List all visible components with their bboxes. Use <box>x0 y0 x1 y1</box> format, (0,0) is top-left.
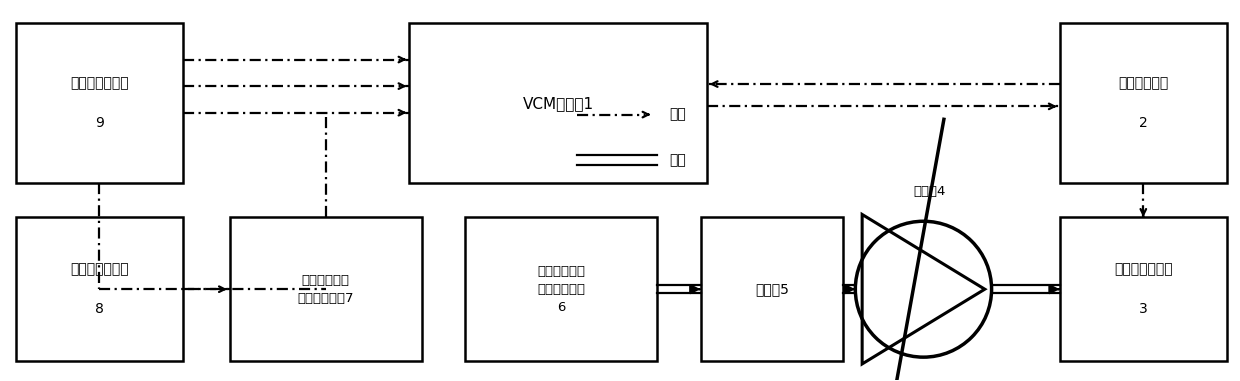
Text: 真空罐5: 真空罐5 <box>755 282 789 296</box>
Text: 制动刹车灯信号

8: 制动刹车灯信号 8 <box>69 263 129 316</box>
Text: 制动主缸带真
空助力器总成
6: 制动主缸带真 空助力器总成 6 <box>537 265 585 314</box>
Text: 气路: 气路 <box>670 153 686 167</box>
FancyBboxPatch shape <box>1060 24 1226 183</box>
Text: 相对压力真空
度传感器信号7: 相对压力真空 度传感器信号7 <box>298 274 355 305</box>
Text: 轮速传感器信号

9: 轮速传感器信号 9 <box>69 77 129 130</box>
FancyBboxPatch shape <box>16 24 182 183</box>
FancyBboxPatch shape <box>465 217 657 361</box>
Text: 单向阀4: 单向阀4 <box>914 186 946 199</box>
Text: 真空泵继电器

2: 真空泵继电器 2 <box>1118 77 1168 130</box>
FancyBboxPatch shape <box>229 217 422 361</box>
FancyBboxPatch shape <box>409 24 707 183</box>
Text: VCM控制器1: VCM控制器1 <box>522 96 594 111</box>
FancyBboxPatch shape <box>701 217 843 361</box>
FancyBboxPatch shape <box>1060 217 1226 361</box>
FancyBboxPatch shape <box>16 217 182 361</box>
Text: 电路: 电路 <box>670 107 686 122</box>
Text: 独立电动真空泵

3: 独立电动真空泵 3 <box>1114 263 1173 316</box>
